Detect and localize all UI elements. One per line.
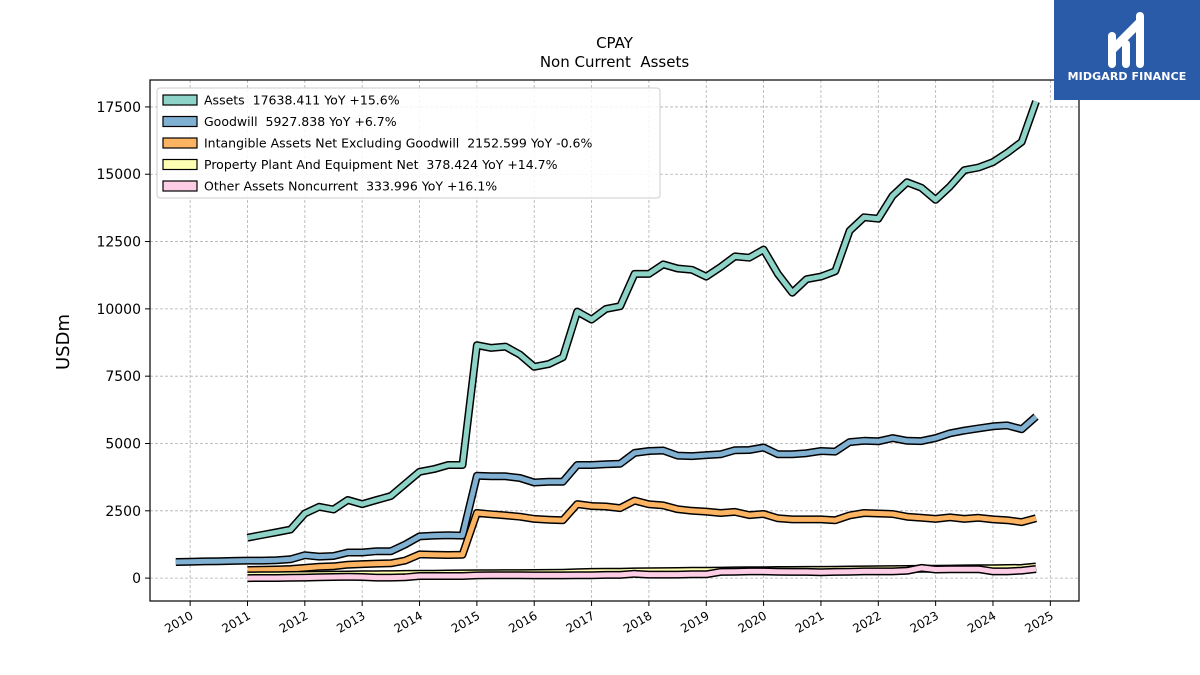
y-tick-label: 5000 <box>105 436 141 452</box>
logo-text: MIDGARD FINANCE <box>1067 70 1187 83</box>
x-tick-label: 2019 <box>678 608 711 635</box>
y-tick-label: 15000 <box>96 167 141 183</box>
x-tick-label: 2017 <box>564 608 597 635</box>
legend-entry-1: Goodwill 5927.838 YoY +6.7% <box>204 114 397 129</box>
x-tick-label: 2015 <box>449 608 482 635</box>
y-tick-label: 17500 <box>96 100 141 116</box>
legend-swatch-4 <box>162 180 198 192</box>
legend-entry-2: Intangible Assets Net Excluding Goodwill… <box>204 136 592 151</box>
legend-entry-3: Property Plant And Equipment Net 378.424… <box>204 157 558 172</box>
legend-box <box>156 87 661 199</box>
logo-mark-icon <box>1108 12 1144 68</box>
legend-swatch-0 <box>162 94 198 106</box>
x-tick-label: 2024 <box>965 608 998 635</box>
x-tick-label: 2021 <box>793 608 826 635</box>
x-tick-label: 2025 <box>1022 608 1055 635</box>
y-tick-label: 2500 <box>105 504 141 520</box>
legend-entry-0: Assets 17638.411 YoY +15.6% <box>204 93 400 108</box>
legend-swatch-1 <box>162 115 198 128</box>
series-line-0 <box>247 100 1039 541</box>
legend: Assets 17638.411 YoY +15.6% Goodwill 5927… <box>156 87 661 199</box>
x-tick-label: 2012 <box>277 608 310 635</box>
x-tick-label: 2018 <box>621 608 654 635</box>
series-line-2 <box>247 498 1037 573</box>
midgard-finance-logo: MIDGARD FINANCE <box>1054 0 1200 100</box>
series-line-4 <box>247 565 1037 581</box>
y-tick-label: 12500 <box>96 235 141 251</box>
x-tick-label: 2022 <box>850 608 883 635</box>
chart-subtitle: Non Current Assets <box>540 53 690 71</box>
x-tick-label: 2023 <box>908 608 941 635</box>
series-layer <box>175 100 1040 583</box>
legend-swatch-3 <box>162 158 198 171</box>
plot-frame <box>149 79 1080 602</box>
x-tick-label: 2013 <box>334 608 367 635</box>
chart-title: CPAY <box>596 34 634 52</box>
y-axis-label: USDm <box>53 314 74 370</box>
y-tick-label: 10000 <box>96 302 141 318</box>
x-tick-label: 2020 <box>736 608 769 635</box>
series-line-1 <box>175 414 1038 565</box>
x-tick-label: 2010 <box>162 608 195 635</box>
x-tick-label: 2011 <box>220 608 253 635</box>
y-tick-label: 0 <box>132 571 141 587</box>
x-tick-label: 2016 <box>506 608 539 635</box>
y-tick-label: 7500 <box>105 369 141 385</box>
x-tick-label: 2014 <box>392 608 425 635</box>
legend-swatch-2 <box>162 137 198 149</box>
legend-entry-4: Other Assets Noncurrent 333.996 YoY +16.… <box>204 179 497 194</box>
